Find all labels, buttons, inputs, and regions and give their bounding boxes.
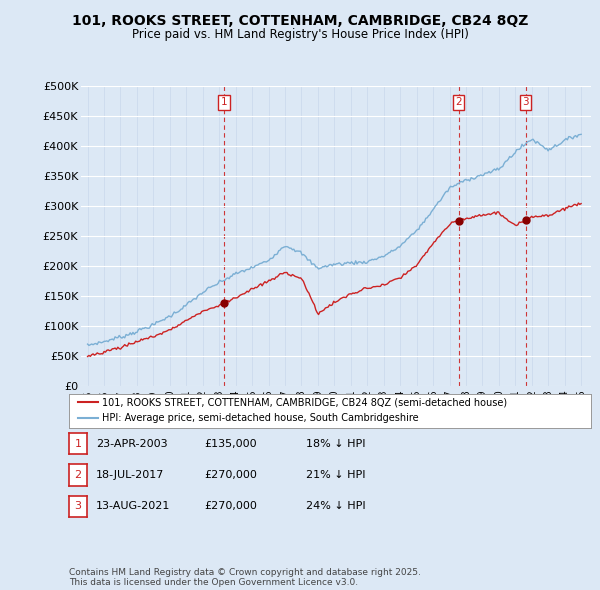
- Text: 2: 2: [74, 470, 82, 480]
- Text: 101, ROOKS STREET, COTTENHAM, CAMBRIDGE, CB24 8QZ: 101, ROOKS STREET, COTTENHAM, CAMBRIDGE,…: [72, 14, 528, 28]
- Text: HPI: Average price, semi-detached house, South Cambridgeshire: HPI: Average price, semi-detached house,…: [102, 413, 419, 423]
- Text: 2: 2: [455, 97, 462, 107]
- Text: Price paid vs. HM Land Registry's House Price Index (HPI): Price paid vs. HM Land Registry's House …: [131, 28, 469, 41]
- Text: 18-JUL-2017: 18-JUL-2017: [96, 470, 164, 480]
- Text: £270,000: £270,000: [204, 502, 257, 511]
- Text: 1: 1: [74, 439, 82, 448]
- Text: 13-AUG-2021: 13-AUG-2021: [96, 502, 170, 511]
- Text: Contains HM Land Registry data © Crown copyright and database right 2025.
This d: Contains HM Land Registry data © Crown c…: [69, 568, 421, 587]
- Text: £270,000: £270,000: [204, 470, 257, 480]
- Text: 24% ↓ HPI: 24% ↓ HPI: [306, 502, 365, 511]
- Text: 1: 1: [221, 97, 227, 107]
- Text: 3: 3: [74, 502, 82, 511]
- Text: 3: 3: [522, 97, 529, 107]
- Text: 101, ROOKS STREET, COTTENHAM, CAMBRIDGE, CB24 8QZ (semi-detached house): 101, ROOKS STREET, COTTENHAM, CAMBRIDGE,…: [102, 397, 507, 407]
- Text: 21% ↓ HPI: 21% ↓ HPI: [306, 470, 365, 480]
- Text: £135,000: £135,000: [204, 439, 257, 448]
- Text: 18% ↓ HPI: 18% ↓ HPI: [306, 439, 365, 448]
- Text: 23-APR-2003: 23-APR-2003: [96, 439, 167, 448]
